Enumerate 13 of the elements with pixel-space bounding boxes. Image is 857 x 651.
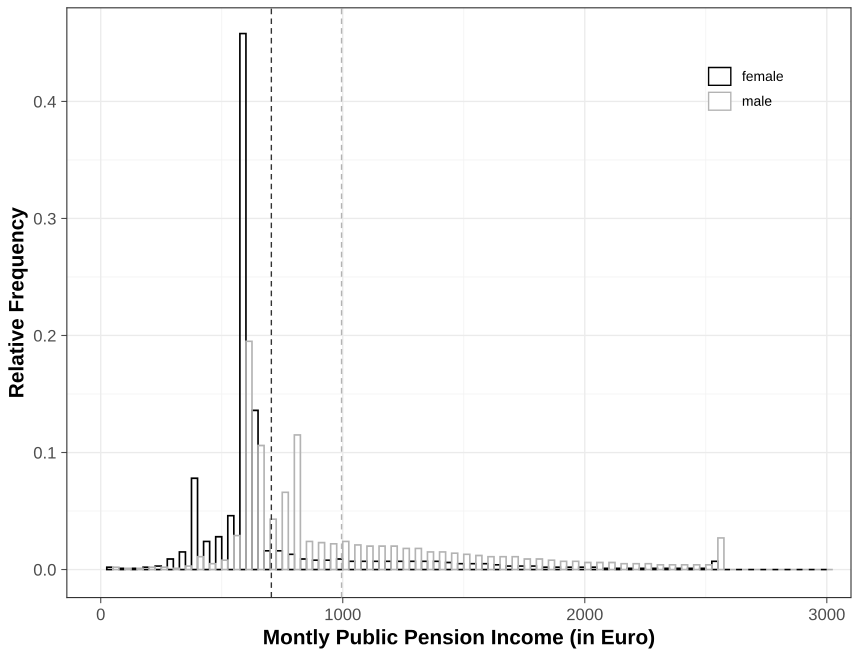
y-tick-label: 0.1	[34, 446, 56, 459]
legend-label: female	[742, 70, 783, 82]
x-axis-title: Montly Public Pension Income (in Euro)	[264, 629, 654, 649]
legend-label: male	[742, 96, 772, 106]
y-tick-label: 0.3	[34, 212, 56, 225]
y-tick-label: 0.4	[34, 96, 56, 108]
x-tick-label: 0	[96, 608, 105, 620]
y-axis-title: Relative Frequency	[8, 207, 28, 397]
x-tick-label: 2000	[567, 608, 603, 620]
y-tick-label: 0.2	[34, 330, 56, 342]
x-tick-label: 1000	[325, 608, 361, 620]
y-tick-label: 0.0	[34, 564, 56, 576]
x-tick-label: 3000	[808, 608, 845, 620]
